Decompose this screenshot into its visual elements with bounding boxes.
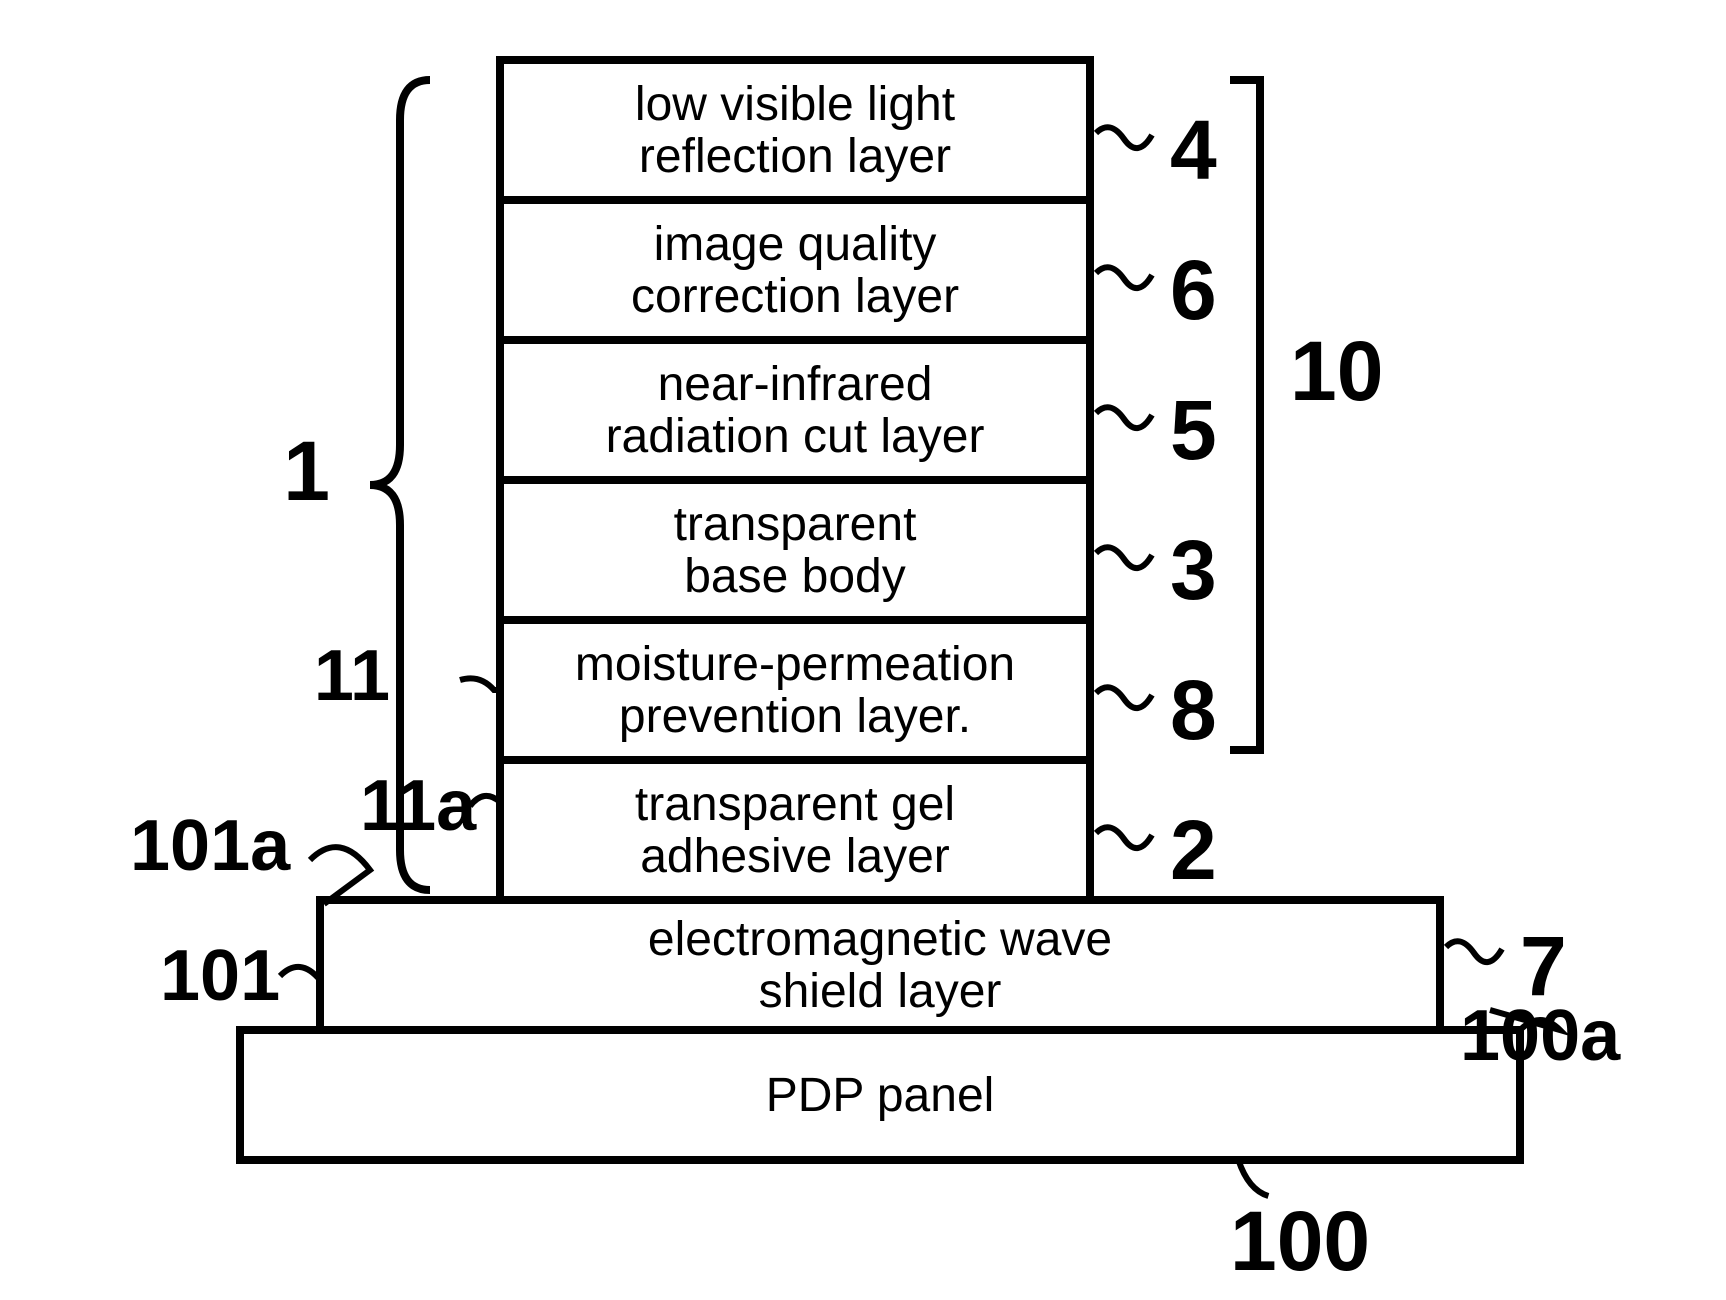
layer-em-shield-line-0: electromagnetic wave bbox=[648, 913, 1112, 966]
layer-3-line-1: base body bbox=[684, 550, 906, 603]
layer-5-line-1: adhesive layer bbox=[640, 830, 950, 883]
bracket-10 bbox=[1230, 80, 1260, 750]
ref-100a: 100a bbox=[1460, 996, 1621, 1076]
layer-2-line-1: radiation cut layer bbox=[606, 410, 985, 463]
ref-100: 100 bbox=[1230, 1194, 1370, 1288]
ref-5: 5 bbox=[1170, 383, 1217, 477]
lead-ref-11 bbox=[460, 678, 500, 690]
layer-2-line-0: near-infrared bbox=[658, 358, 933, 411]
layer-5-line-0: transparent gel bbox=[635, 778, 955, 831]
layer-1-line-1: correction layer bbox=[631, 270, 959, 323]
ref-11: 11 bbox=[314, 636, 390, 716]
ref-11a: 11a bbox=[360, 766, 477, 846]
ref-8: 8 bbox=[1170, 663, 1217, 757]
lead-ref-5 bbox=[1096, 407, 1152, 428]
lead-ref-4 bbox=[1096, 127, 1152, 148]
layer-4-line-1: prevention layer. bbox=[619, 690, 971, 743]
lead-ref-3 bbox=[1096, 547, 1152, 568]
ref-4: 4 bbox=[1170, 103, 1217, 197]
ref-101: 101 bbox=[160, 936, 280, 1016]
lead-ref-100 bbox=[1238, 1160, 1268, 1196]
layer-pdp-panel-line-0: PDP panel bbox=[766, 1069, 995, 1122]
lead-ref-8 bbox=[1096, 687, 1152, 708]
lead-ref-7 bbox=[1446, 941, 1502, 962]
layer-3-line-0: transparent bbox=[674, 498, 917, 551]
ref-6: 6 bbox=[1170, 243, 1217, 337]
layer-4-line-0: moisture-permeation bbox=[575, 638, 1015, 691]
layer-0-line-0: low visible light bbox=[635, 78, 955, 131]
ref-10: 10 bbox=[1290, 324, 1383, 418]
layer-em-shield-line-1: shield layer bbox=[759, 965, 1002, 1018]
lead-ref-101a bbox=[310, 847, 370, 904]
layer-0-line-1: reflection layer bbox=[639, 130, 951, 183]
lead-ref-2 bbox=[1096, 827, 1152, 848]
ref-1: 1 bbox=[283, 424, 330, 518]
lead-ref-101 bbox=[280, 967, 320, 980]
lead-ref-6 bbox=[1096, 267, 1152, 288]
ref-101a: 101a bbox=[130, 806, 291, 886]
ref-2: 2 bbox=[1170, 803, 1217, 897]
layer-1-line-0: image quality bbox=[654, 218, 937, 271]
ref-3: 3 bbox=[1170, 523, 1217, 617]
